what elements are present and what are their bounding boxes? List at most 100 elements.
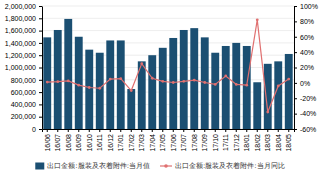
tick-label: 200,000 bbox=[11, 113, 36, 120]
x-axis: 16/0616/07 16/0816/09 16/1016/11 16/1217/01… bbox=[43, 129, 295, 152]
bar bbox=[54, 30, 62, 129]
tick-label: -20% bbox=[300, 95, 316, 102]
legend-item: 出口金额:服装及衣着附件:当月同比 bbox=[160, 162, 285, 170]
tick-mark bbox=[288, 129, 289, 132]
tick: -40% bbox=[294, 110, 316, 117]
tick: 17/05 bbox=[159, 129, 166, 152]
tick: 600,000 bbox=[11, 89, 42, 96]
tick-mark bbox=[141, 129, 142, 132]
tick-label: 17/12 bbox=[233, 134, 240, 152]
tick-mark bbox=[39, 68, 42, 69]
tick-mark bbox=[110, 129, 111, 132]
tick-label: -40% bbox=[300, 110, 316, 117]
tick-mark bbox=[39, 31, 42, 32]
axis-line bbox=[43, 130, 295, 133]
tick-mark bbox=[294, 21, 297, 22]
tick-mark bbox=[39, 129, 42, 130]
tick-label: 16/06 bbox=[44, 134, 51, 152]
tick: 17/03 bbox=[138, 129, 145, 152]
marker bbox=[214, 83, 217, 86]
tick: 16/11 bbox=[96, 129, 103, 151]
tick-label: 17/04 bbox=[149, 134, 156, 152]
tick-label: 60% bbox=[300, 33, 314, 40]
marks bbox=[43, 18, 292, 129]
tick-mark bbox=[294, 83, 297, 84]
tick: 200,000 bbox=[11, 113, 42, 120]
marker bbox=[203, 81, 206, 84]
tick-mark bbox=[194, 129, 195, 132]
bar bbox=[85, 50, 93, 129]
tick-label: 17/02 bbox=[128, 134, 135, 152]
tick: 2,000,000 bbox=[5, 3, 42, 10]
tick: 16/12 bbox=[107, 129, 114, 152]
tick-label: 0% bbox=[300, 80, 310, 87]
axis-line bbox=[42, 7, 43, 130]
marker bbox=[88, 86, 91, 89]
tick-label: 17/11 bbox=[222, 134, 229, 151]
tick-mark bbox=[294, 98, 297, 99]
tick-mark bbox=[183, 129, 184, 132]
marker bbox=[98, 87, 101, 90]
bar bbox=[180, 30, 188, 129]
tick-mark bbox=[294, 6, 297, 7]
tick-label: 400,000 bbox=[11, 101, 36, 108]
y-axis: 0200,000400,000600,000800,0001,000,0001,… bbox=[5, 3, 43, 133]
tick-label: 1,200,000 bbox=[5, 52, 36, 59]
tick: 18/03 bbox=[264, 129, 271, 152]
tick-label: 16/08 bbox=[65, 134, 72, 152]
tick-label: 600,000 bbox=[11, 89, 36, 96]
tick-mark bbox=[204, 129, 205, 132]
tick-label: 16/10 bbox=[86, 134, 93, 152]
legend-swatch bbox=[35, 163, 44, 170]
tick-label: 18/04 bbox=[275, 134, 282, 152]
legend-item: 出口金额:服装及衣着附件:当月值 bbox=[35, 162, 150, 170]
bar bbox=[117, 40, 125, 129]
marker bbox=[266, 111, 269, 114]
tick-mark bbox=[278, 129, 279, 132]
bar bbox=[43, 37, 51, 129]
tick: 40% bbox=[294, 49, 314, 56]
tick-mark bbox=[68, 129, 69, 132]
tick-mark bbox=[246, 129, 247, 132]
marker bbox=[235, 83, 238, 86]
tick-mark bbox=[39, 80, 42, 81]
marker bbox=[140, 62, 143, 65]
tick-label: 17/08 bbox=[191, 134, 198, 152]
bar bbox=[64, 19, 72, 129]
tick-mark bbox=[225, 129, 226, 132]
tick: 17/09 bbox=[201, 129, 208, 152]
grid-line bbox=[42, 30, 294, 31]
tick-mark bbox=[47, 129, 48, 132]
tick: 0% bbox=[294, 80, 310, 87]
tick-mark bbox=[267, 129, 268, 132]
tick: 1,400,000 bbox=[5, 40, 42, 47]
tick-mark bbox=[39, 55, 42, 56]
tick-mark bbox=[236, 129, 237, 132]
tick: -60% bbox=[294, 126, 316, 133]
tick: 17/12 bbox=[233, 129, 240, 152]
marker bbox=[56, 80, 59, 83]
tick: 17/01 bbox=[117, 129, 124, 152]
tick-label: 0 bbox=[32, 126, 36, 133]
tick-mark bbox=[131, 129, 132, 132]
grid bbox=[42, 6, 294, 129]
tick-mark bbox=[39, 18, 42, 19]
tick: 16/08 bbox=[65, 129, 72, 152]
bar-series bbox=[43, 19, 292, 129]
tick-label: 16/09 bbox=[75, 134, 82, 152]
bar bbox=[96, 53, 104, 129]
tick-label: 18/02 bbox=[254, 134, 261, 152]
tick: 1,000,000 bbox=[5, 64, 42, 71]
bar bbox=[159, 48, 167, 129]
tick-label: 1,400,000 bbox=[5, 40, 36, 47]
tick: 17/04 bbox=[149, 129, 156, 152]
tick: -20% bbox=[294, 95, 316, 102]
tick: 80% bbox=[294, 18, 314, 25]
tick: 16/07 bbox=[54, 129, 61, 152]
tick: 17/06 bbox=[170, 129, 177, 152]
marker bbox=[77, 84, 80, 87]
tick-label: 17/07 bbox=[180, 134, 187, 152]
marker bbox=[277, 85, 280, 88]
tick-label: 18/05 bbox=[285, 134, 292, 152]
marker bbox=[46, 81, 49, 84]
